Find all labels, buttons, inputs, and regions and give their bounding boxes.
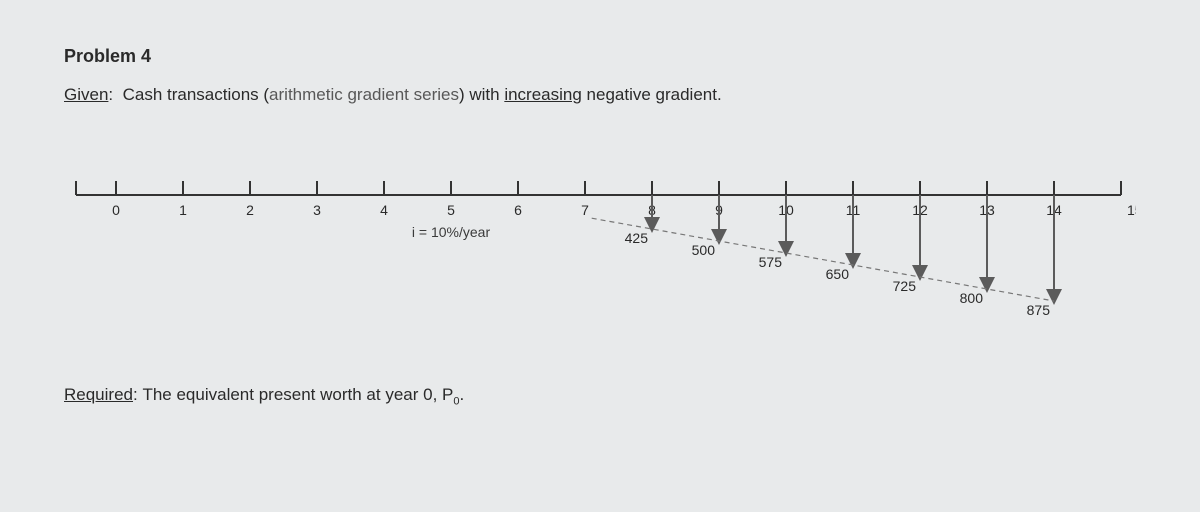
svg-text:i = 10%/year: i = 10%/year [412, 224, 491, 240]
svg-text:0: 0 [112, 202, 120, 218]
svg-text:6: 6 [514, 202, 522, 218]
given-pre: Cash transactions ( [123, 85, 269, 104]
given-increasing: increasing [504, 85, 582, 104]
given-mid: ) with [459, 85, 504, 104]
svg-text:3: 3 [313, 202, 321, 218]
given-post: negative gradient. [582, 85, 722, 104]
svg-text:425: 425 [625, 230, 649, 246]
given-label: Given [64, 85, 108, 104]
svg-text:650: 650 [826, 266, 850, 282]
svg-text:1: 1 [179, 202, 187, 218]
svg-text:800: 800 [960, 290, 984, 306]
required-body: The equivalent present worth at year 0, … [142, 385, 453, 404]
svg-text:500: 500 [692, 242, 716, 258]
svg-text:2: 2 [246, 202, 254, 218]
cash-flow-diagram: 0123456789101112131415 Yrsi = 10%/year42… [64, 135, 1136, 355]
svg-text:7: 7 [581, 202, 589, 218]
given-line: Given: Cash transactions (arithmetic gra… [64, 85, 1136, 105]
required-line: Required: The equivalent present worth a… [64, 385, 1136, 407]
problem-title: Problem 4 [64, 46, 1136, 67]
svg-text:725: 725 [893, 278, 917, 294]
svg-text:575: 575 [759, 254, 783, 270]
svg-text:4: 4 [380, 202, 388, 218]
svg-text:15 Yrs: 15 Yrs [1127, 202, 1136, 218]
required-label: Required [64, 385, 133, 404]
svg-text:875: 875 [1027, 302, 1051, 318]
given-highlight: arithmetic gradient series [269, 85, 459, 104]
svg-text:5: 5 [447, 202, 455, 218]
required-tail: . [460, 385, 465, 404]
